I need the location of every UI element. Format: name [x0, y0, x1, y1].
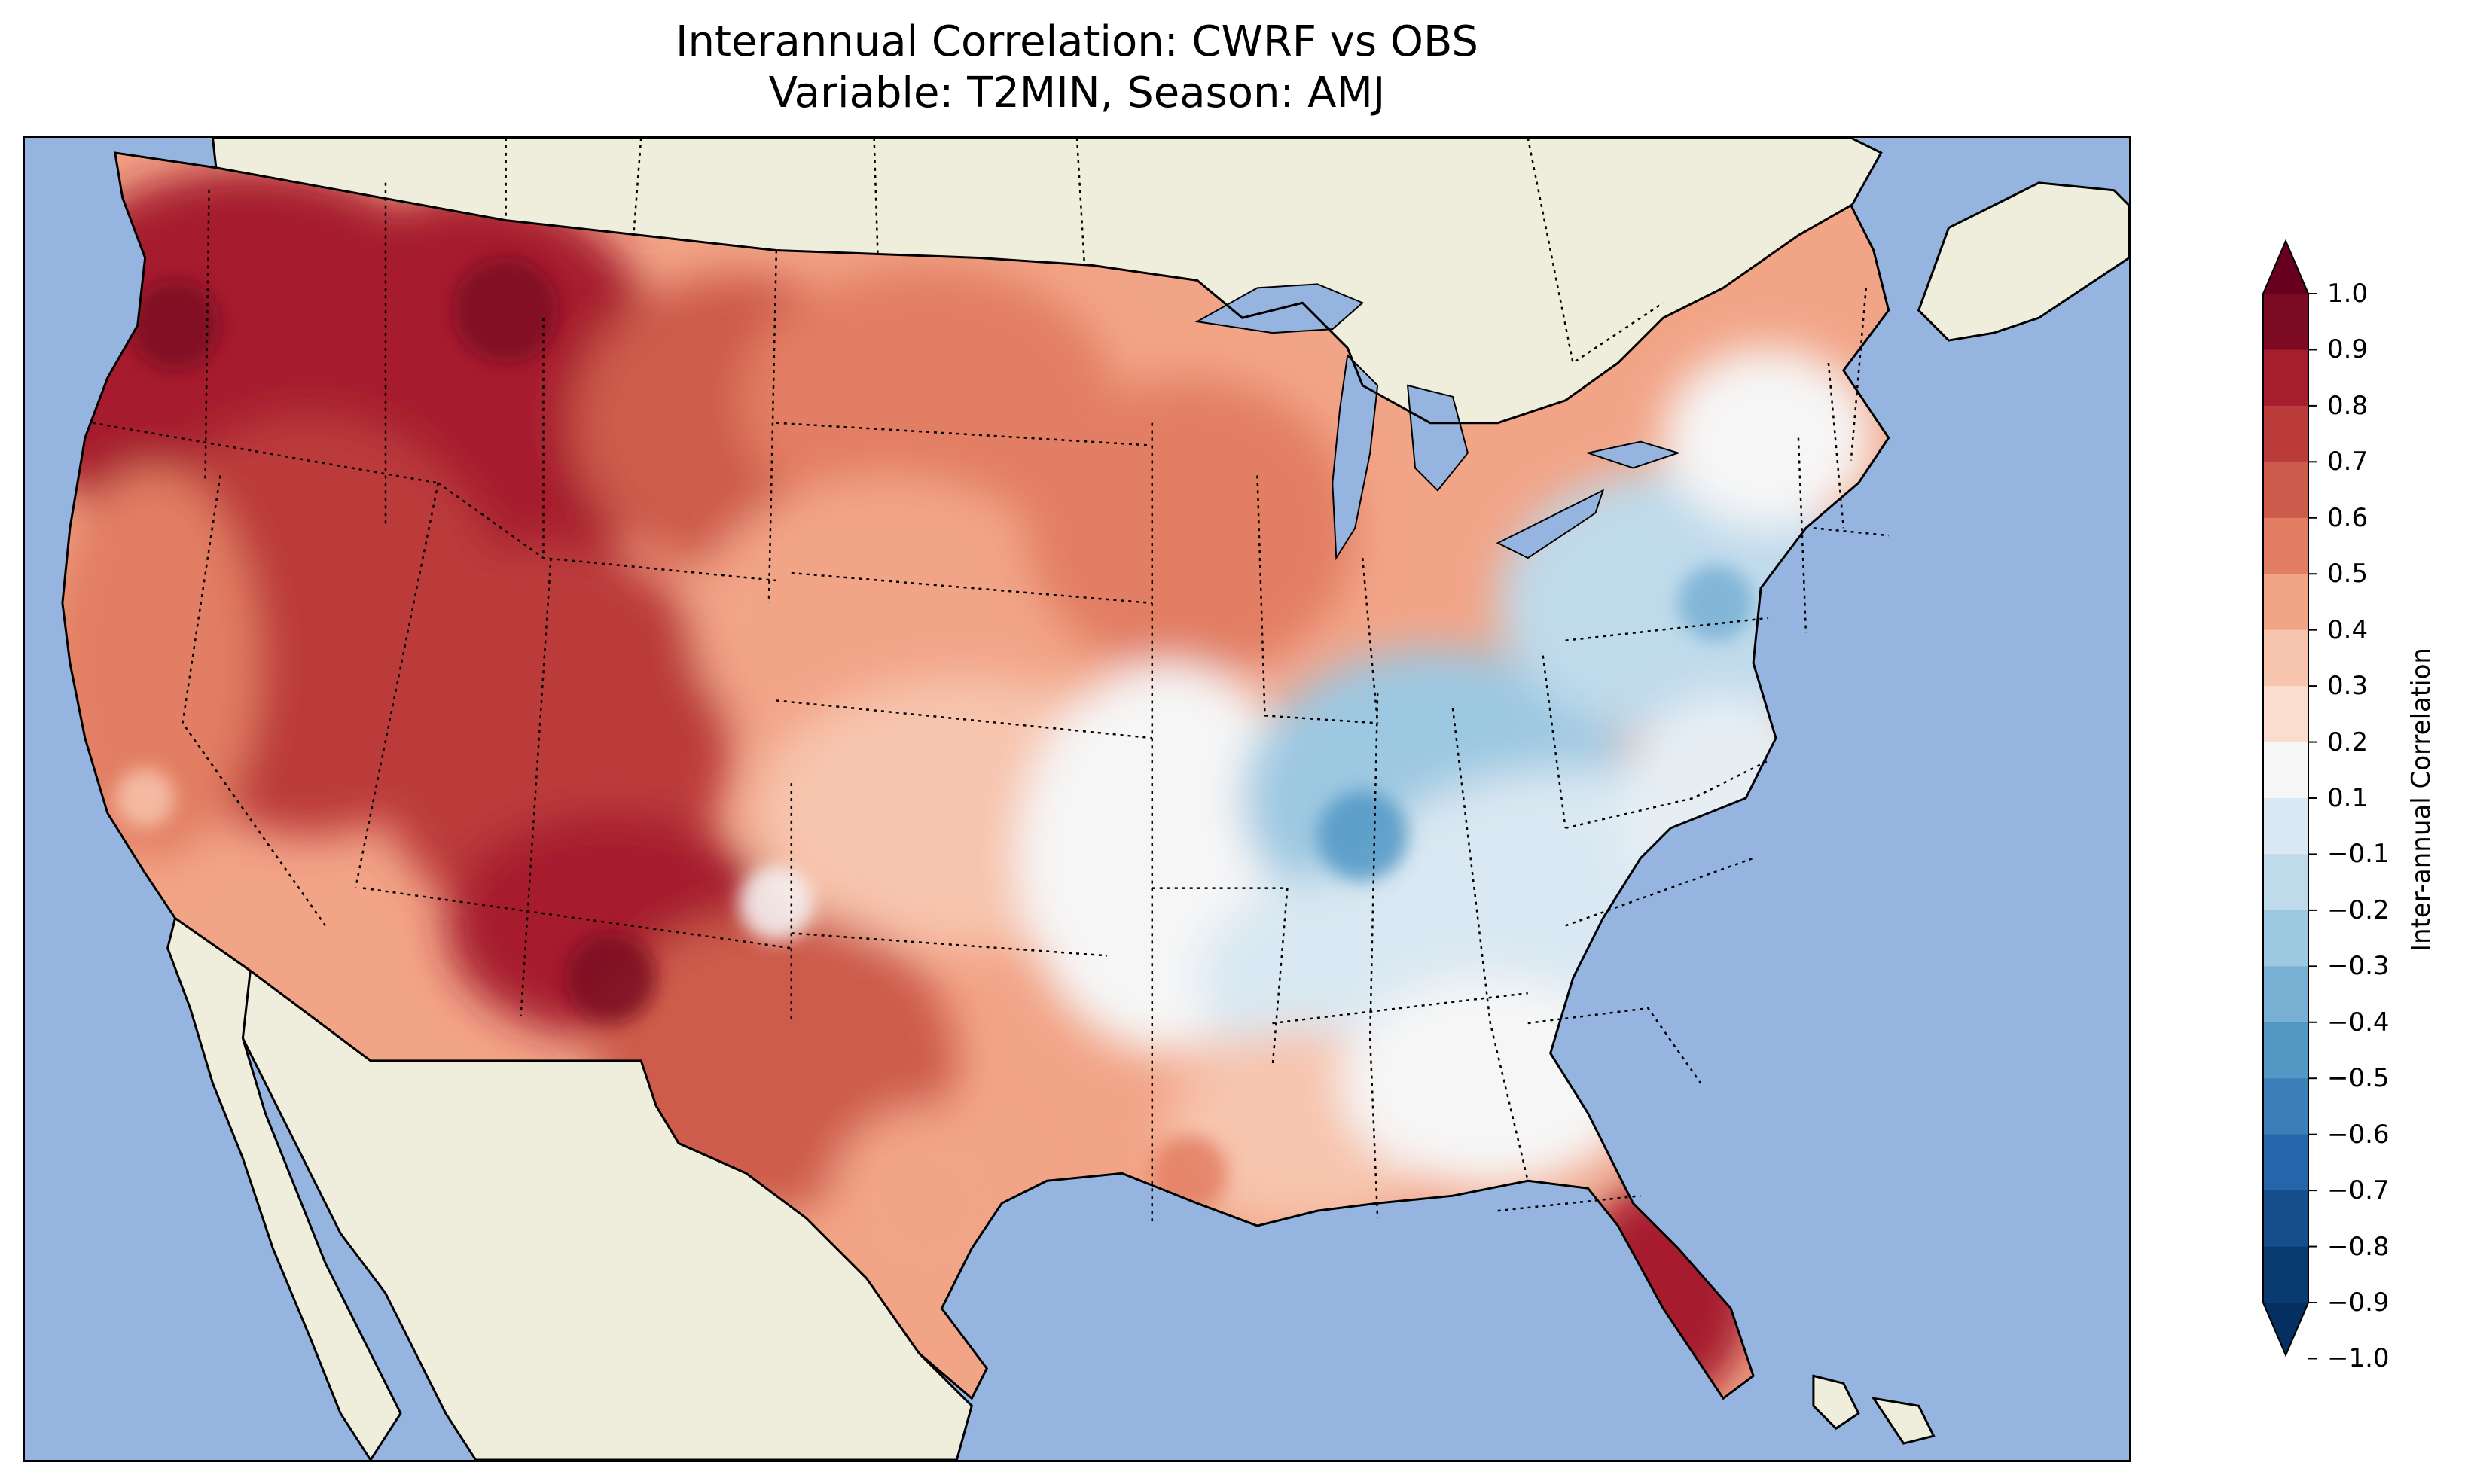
colorbar-tick-label: −0.6 [2327, 1119, 2390, 1150]
colorbar-bin [2263, 574, 2308, 631]
colorbar-tick-label: −0.1 [2327, 839, 2390, 870]
colorbar-bin [2263, 1134, 2308, 1191]
canada-province-borders [505, 138, 1664, 365]
colorbar-tick-label: 0.8 [2327, 390, 2369, 421]
colorbar-bin [2263, 966, 2308, 1023]
colorbar-tick-label: 1.0 [2327, 279, 2369, 309]
colorbar-tick-label: 0.1 [2327, 783, 2369, 813]
colorbar-tick-label: 0.9 [2327, 334, 2369, 365]
colorbar-bin [2263, 742, 2308, 799]
colorbar-bin [2263, 462, 2308, 519]
colorbar-bin [2263, 517, 2308, 574]
colorbar-tick-label: −0.9 [2327, 1287, 2390, 1318]
colorbar-tick-label: −0.3 [2327, 951, 2390, 982]
colorbar-bin [2263, 910, 2308, 967]
title-line-1: Interannual Correlation: CWRF vs OBS [676, 17, 1478, 66]
colorbar-tick-label: −0.5 [2327, 1063, 2390, 1094]
caribbean-islands [1812, 1374, 1936, 1445]
colorbar-bin [2263, 629, 2308, 687]
colorbar-bin [2263, 1078, 2308, 1135]
colorbar-tick-label: −0.2 [2327, 894, 2390, 925]
colorbar-bin [2263, 1190, 2308, 1248]
figure-title: Interannual Correlation: CWRF vs OBS Var… [23, 17, 2131, 119]
colorbar-bin [2263, 349, 2308, 407]
colorbar-tick-label: −1.0 [2327, 1343, 2390, 1374]
colorbar-tick-label: 0.7 [2327, 446, 2369, 477]
colorbar-bin [2263, 798, 2308, 855]
colorbar-tick-label: −0.8 [2327, 1231, 2390, 1262]
state-borders [92, 182, 1889, 1227]
colorbar-extend-max [2263, 241, 2308, 294]
colorbar-tick-label: −0.7 [2327, 1175, 2390, 1206]
map-panel [23, 136, 2131, 1462]
maritimes-land [1917, 181, 2129, 342]
colorbar-tick-label: 0.5 [2327, 559, 2369, 590]
colorbar-extend-min [2263, 1303, 2308, 1355]
colorbar-tick-label: 0.2 [2327, 727, 2369, 757]
colorbar-tick-label: −0.4 [2327, 1007, 2390, 1038]
colorbar-tick-label: 0.6 [2327, 502, 2369, 533]
us-coastline [61, 151, 1890, 1400]
colorbar-bin [2263, 1022, 2308, 1079]
title-line-2: Variable: T2MIN, Season: AMJ [768, 69, 1386, 117]
colorbar-tick-label: 0.4 [2327, 614, 2369, 645]
baja-land [166, 916, 402, 1460]
colorbar-bin [2263, 405, 2308, 462]
colorbar-bin [2263, 294, 2308, 350]
colorbar [2262, 239, 2317, 1360]
correlation-map [25, 138, 2129, 1460]
colorbar-bin [2263, 854, 2308, 911]
colorbar-label: Inter-annual Correlation [2406, 648, 2436, 952]
colorbar-tick-label: 0.3 [2327, 671, 2369, 702]
colorbar-bin [2263, 1246, 2308, 1303]
colorbar-bin [2263, 686, 2308, 743]
